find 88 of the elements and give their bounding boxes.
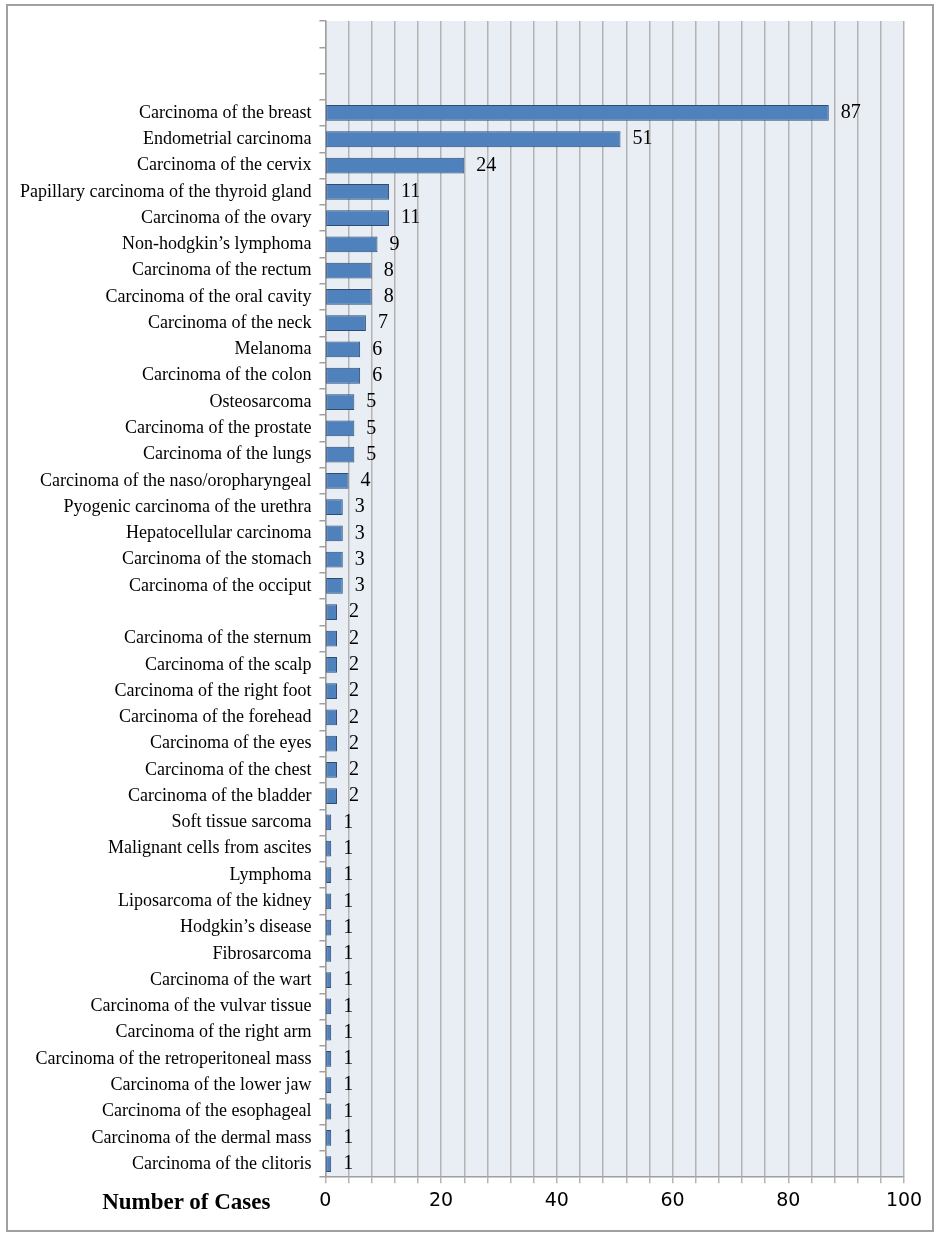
y-tick-label: Liposarcoma of the kidney [117, 890, 312, 911]
y-tick-label: Carcinoma of the rectum [131, 259, 312, 280]
y-tick-label: Osteosarcoma [209, 390, 312, 411]
y-tick-label: Carcinoma of the scalp [144, 653, 312, 674]
y-tick-label: Carcinoma of the eyes [149, 732, 312, 753]
y-tick-label: Carcinoma of the right foot [114, 679, 312, 700]
data-label: 2 [348, 599, 359, 622]
data-label: 24 [476, 152, 497, 175]
y-tick-label: Carcinoma of the naso/oropharyngeal [40, 469, 312, 490]
y-tick-label: Carcinoma of the colon [141, 364, 312, 385]
y-tick-label: Carcinoma of the vulvar tissue [90, 995, 312, 1016]
y-tick-label: Carcinoma of the wart [149, 968, 312, 989]
data-label: 8 [383, 257, 394, 280]
y-tick-label: Carcinoma of the occiput [128, 574, 312, 595]
y-tick-label: Papillary carcinoma of the thyroid gland [19, 180, 312, 201]
data-label: 1 [343, 1125, 354, 1148]
data-label: 87 [840, 100, 861, 123]
y-tick-label: Carcinoma of the breast [138, 101, 312, 122]
data-label: 1 [343, 1046, 354, 1069]
y-tick-label: Endometrial carcinoma [142, 127, 312, 148]
data-label: 7 [377, 310, 388, 333]
data-label: 8 [383, 284, 394, 307]
data-label: 6 [372, 336, 383, 359]
y-tick-label: Carcinoma of the lower jaw [110, 1073, 312, 1094]
y-tick-label: Hepatocellular carcinoma [126, 522, 312, 543]
data-label: 11 [401, 205, 421, 228]
x-tick-label: 100 [885, 1187, 923, 1210]
data-label: 1 [343, 914, 354, 937]
data-label: 1 [343, 1019, 354, 1042]
data-label: 1 [343, 1098, 354, 1121]
x-tick-label: 20 [429, 1187, 454, 1210]
y-tick-label: Carcinoma of the esophageal [101, 1100, 312, 1121]
data-label: 5 [366, 441, 377, 464]
y-tick-label: Carcinoma of the dermal mass [91, 1126, 312, 1147]
y-tick-label: Carcinoma of the retroperitoneal mass [35, 1047, 312, 1068]
y-tick-label: Carcinoma of the clitoris [131, 1152, 312, 1173]
data-label: 4 [360, 468, 371, 491]
y-tick-label: Soft tissue sarcoma [171, 811, 312, 832]
data-label: 1 [343, 1072, 354, 1095]
y-tick-label: Non-hodgkin’s lymphoma [121, 233, 312, 254]
data-label: 2 [348, 757, 359, 780]
y-tick-label: Lymphoma [229, 863, 312, 884]
y-tick-label: Carcinoma of the neck [147, 311, 312, 332]
data-label: 3 [354, 546, 365, 569]
y-tick-label: Carcinoma of the lungs [142, 443, 312, 464]
data-label: 1 [343, 993, 354, 1016]
data-label: 51 [632, 126, 653, 149]
data-label: 2 [348, 783, 359, 806]
data-label: 1 [343, 967, 354, 990]
y-tick-label: Carcinoma of the stomach [121, 548, 312, 569]
y-tick-label: Melanoma [234, 338, 312, 359]
data-label: 1 [343, 835, 354, 858]
y-tick-label: Carcinoma of the oral cavity [105, 285, 312, 306]
data-label: 9 [389, 231, 400, 254]
data-label: 2 [348, 652, 359, 675]
data-label: 2 [348, 704, 359, 727]
y-tick-label: Hodgkin’s disease [179, 916, 312, 937]
y-tick-label: Carcinoma of the cervix [136, 154, 312, 175]
x-tick-label: 40 [544, 1187, 569, 1210]
data-label: 2 [348, 678, 359, 701]
data-label: 3 [354, 520, 365, 543]
data-label: 1 [343, 809, 354, 832]
data-label: 1 [343, 862, 354, 885]
data-label: 1 [343, 941, 354, 964]
data-label: 3 [354, 573, 365, 596]
y-tick-label: Carcinoma of the forehead [118, 706, 312, 727]
data-label: 6 [372, 362, 383, 385]
y-tick-label: Pyogenic carcinoma of the urethra [63, 495, 312, 516]
y-tick-label: Carcinoma of the bladder [127, 784, 312, 805]
data-label: 11 [401, 179, 421, 202]
data-label: 5 [366, 389, 377, 412]
y-tick-label: Carcinoma of the sternum [123, 627, 312, 648]
y-tick-label: Carcinoma of the prostate [124, 417, 312, 438]
y-tick-label: Carcinoma of the right arm [115, 1021, 312, 1042]
y-tick-label: Malignant cells from ascites [107, 837, 312, 858]
y-tick-label: Carcinoma of the chest [144, 758, 312, 779]
x-tick-label: 80 [776, 1187, 801, 1210]
data-label: 5 [366, 415, 377, 438]
x-axis-title: Number of Cases [102, 1189, 271, 1215]
data-label: 2 [348, 730, 359, 753]
y-tick-label: Carcinoma of the ovary [140, 206, 312, 227]
data-label: 2 [348, 625, 359, 648]
data-label: 1 [343, 888, 354, 911]
x-tick-label: 60 [660, 1187, 685, 1210]
x-tick-label: 0 [319, 1187, 332, 1210]
data-label: 1 [343, 1151, 354, 1174]
data-label: 3 [354, 494, 365, 517]
y-tick-label: Fibrosarcoma [212, 942, 312, 963]
